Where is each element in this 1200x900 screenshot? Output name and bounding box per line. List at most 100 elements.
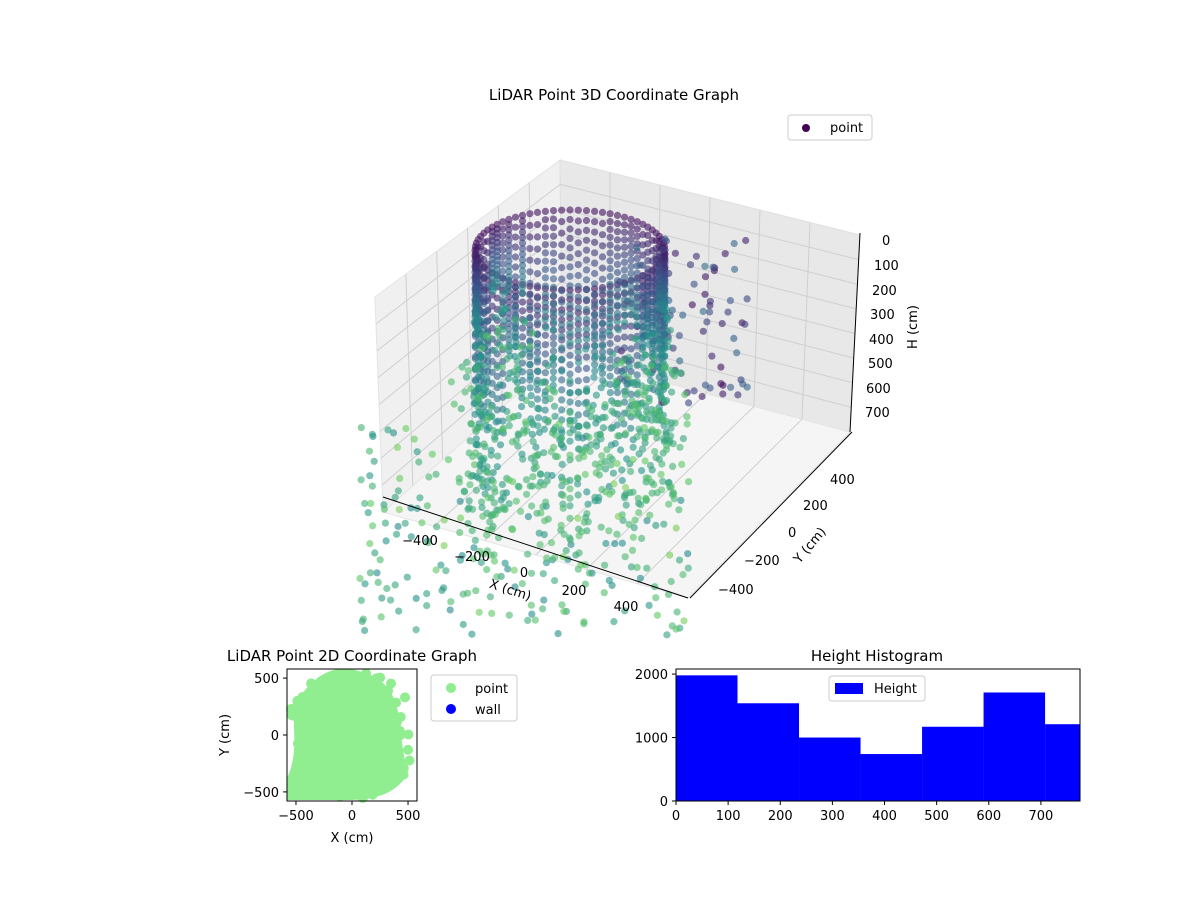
point-3d-marker: [598, 353, 607, 361]
point-3d-marker: [539, 605, 547, 613]
point-3d-marker: [606, 389, 615, 397]
point-3d-marker: [606, 257, 614, 265]
point-3d-marker: [500, 317, 508, 325]
point-3d-marker: [692, 252, 701, 260]
point-3d-marker: [633, 276, 641, 285]
point-3d-marker: [649, 330, 657, 338]
z-tick-label: 500: [868, 357, 893, 372]
point-3d-marker: [471, 342, 479, 350]
point-3d-marker: [598, 242, 607, 250]
x-tick-label: 200: [562, 584, 587, 599]
point-3d-marker: [384, 426, 392, 434]
point-3d-marker: [591, 259, 599, 267]
point-3d-marker: [655, 258, 663, 266]
point-3d-marker: [566, 437, 574, 445]
point-3d-marker: [620, 281, 629, 289]
point-3d-marker: [518, 228, 527, 236]
point-3d-marker: [531, 452, 539, 460]
point-3d-marker: [515, 385, 523, 393]
point-3d-marker: [655, 290, 663, 298]
point-3d-marker: [620, 303, 629, 312]
point-3d-marker: [518, 307, 527, 315]
point-3d-marker: [566, 339, 574, 347]
point-3d-marker: [527, 601, 535, 609]
point-3d-marker: [359, 615, 367, 623]
point-3d-marker: [637, 501, 645, 509]
point-3d-marker: [605, 576, 613, 585]
point-3d-marker: [534, 482, 543, 490]
ticks-2d: −500 0 500 500 0 −500: [243, 672, 420, 824]
point-3d-marker: [733, 349, 741, 357]
point-3d-marker: [541, 315, 549, 323]
point-3d-marker: [541, 249, 550, 257]
histogram-bar: [922, 726, 984, 801]
point-3d-marker: [518, 333, 527, 341]
point-3d-marker: [581, 580, 590, 588]
point-3d-marker: [412, 626, 420, 634]
legend-2d: point wall: [430, 674, 518, 722]
point-3d-marker: [566, 329, 574, 337]
point-3d-marker: [660, 245, 668, 254]
point-3d-marker: [518, 234, 527, 242]
point-3d-marker: [533, 270, 542, 278]
point-3d-marker: [505, 252, 513, 260]
point-3d-marker: [529, 438, 537, 446]
point-3d-marker: [505, 611, 513, 619]
point-3d-marker: [535, 428, 544, 437]
point-3d-marker: [582, 353, 591, 361]
point-3d-marker: [630, 380, 638, 389]
point-3d-marker: [627, 263, 635, 271]
point-3d-marker: [505, 278, 513, 286]
point-3d-marker: [667, 483, 675, 491]
point-3d-marker: [461, 388, 469, 396]
point-3d-marker: [627, 249, 635, 257]
point-3d-marker: [632, 401, 641, 409]
point-3d-marker: [600, 589, 608, 597]
point-3d-marker: [625, 520, 633, 528]
point-3d-marker: [566, 206, 574, 214]
point-3d-marker: [531, 616, 539, 624]
point-3d-marker: [508, 526, 517, 534]
point-3d-marker: [505, 422, 513, 430]
point-3d-marker: [592, 391, 601, 399]
point-3d-marker: [566, 253, 574, 261]
point-3d-marker: [518, 256, 527, 264]
point-3d-marker: [606, 312, 614, 320]
point-3d-marker: [474, 394, 482, 402]
point-3d-marker: [613, 317, 621, 326]
point-3d-marker: [605, 328, 613, 336]
point-3d-marker: [551, 431, 559, 439]
point-3d-marker: [415, 458, 423, 466]
point-3d-marker: [423, 590, 431, 598]
x-axis-line: [382, 496, 689, 599]
point-3d-marker: [558, 241, 566, 249]
point-3d-marker: [585, 433, 593, 441]
point-3d-marker: [364, 509, 372, 517]
point-3d-marker: [471, 536, 479, 545]
point-3d-marker: [480, 291, 488, 299]
point-3d-marker: [587, 413, 595, 421]
point-3d-marker: [369, 522, 377, 530]
point-2d-marker: [302, 705, 313, 716]
point-3d-marker: [640, 424, 648, 432]
point-3d-marker: [505, 221, 513, 229]
point-3d-marker: [474, 258, 482, 266]
point-3d-marker: [633, 291, 641, 299]
point-3d-marker: [511, 293, 520, 301]
point-3d-marker: [633, 298, 641, 307]
histogram-ticks: 0 100 200 300 400 500 600 700 0 1000 2000: [635, 668, 1053, 824]
point-3d-marker: [483, 416, 491, 424]
point-3d-marker: [511, 376, 519, 384]
point-3d-marker: [658, 460, 666, 468]
point-3d-marker: [541, 241, 550, 249]
point-3d-marker: [498, 480, 506, 489]
point-3d-marker: [675, 556, 684, 564]
point-3d-marker: [387, 596, 395, 604]
point-2d-marker: [375, 778, 386, 789]
point-3d-marker: [636, 261, 644, 269]
point-3d-marker: [549, 347, 558, 355]
point-3d-marker: [549, 275, 558, 283]
point-3d-marker: [683, 413, 691, 421]
point-3d-marker: [511, 263, 520, 271]
point-3d-marker: [518, 324, 527, 332]
